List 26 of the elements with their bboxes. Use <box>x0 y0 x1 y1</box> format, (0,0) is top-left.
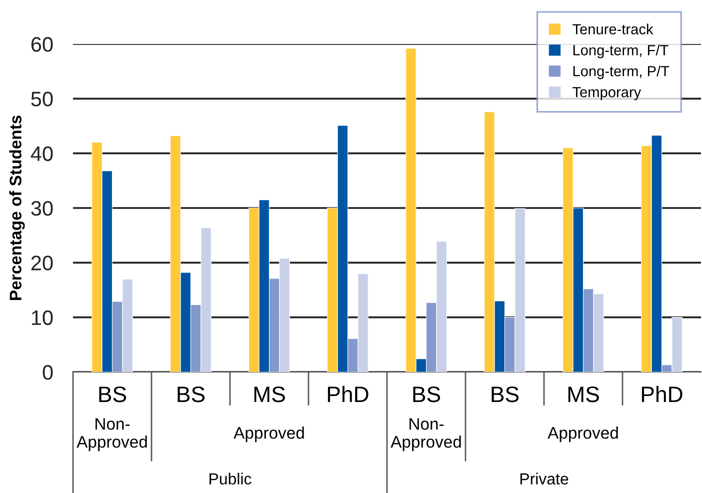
y-axis-title: Percentage of Students <box>9 116 25 300</box>
x-tick-label: BS <box>492 386 519 402</box>
x-tick-label: BS <box>178 386 205 402</box>
legend-label: Temporary <box>572 87 642 100</box>
x-tick-label: PhD <box>642 386 682 402</box>
legend-label: Tenure-track <box>572 24 654 34</box>
y-tick-label: 30 <box>31 201 53 216</box>
text: Private <box>520 472 568 485</box>
x-tick-label: BS <box>99 386 126 402</box>
text: Non- Approved <box>76 418 147 452</box>
x-tick-label: MS <box>568 386 599 402</box>
x-tick-label: MS <box>254 386 285 402</box>
text: Public <box>210 472 252 485</box>
x-tick-label: BS <box>413 386 440 402</box>
y-tick-label: 40 <box>30 146 53 162</box>
text: Approved <box>234 426 304 442</box>
text: Non- Approved <box>390 418 461 452</box>
text: Approved <box>548 426 618 442</box>
legend-label: Long-term, P/T <box>573 66 670 80</box>
y-tick-label: 60 <box>31 37 53 52</box>
y-tick-label: 0 <box>42 365 53 380</box>
x-tick-label: PhD <box>328 386 368 402</box>
legend-label: Long-term, F/T <box>573 44 668 58</box>
y-tick-label: 10 <box>32 310 53 326</box>
y-tick-label: 20 <box>31 256 53 270</box>
y-tick-label: 50 <box>31 92 53 106</box>
